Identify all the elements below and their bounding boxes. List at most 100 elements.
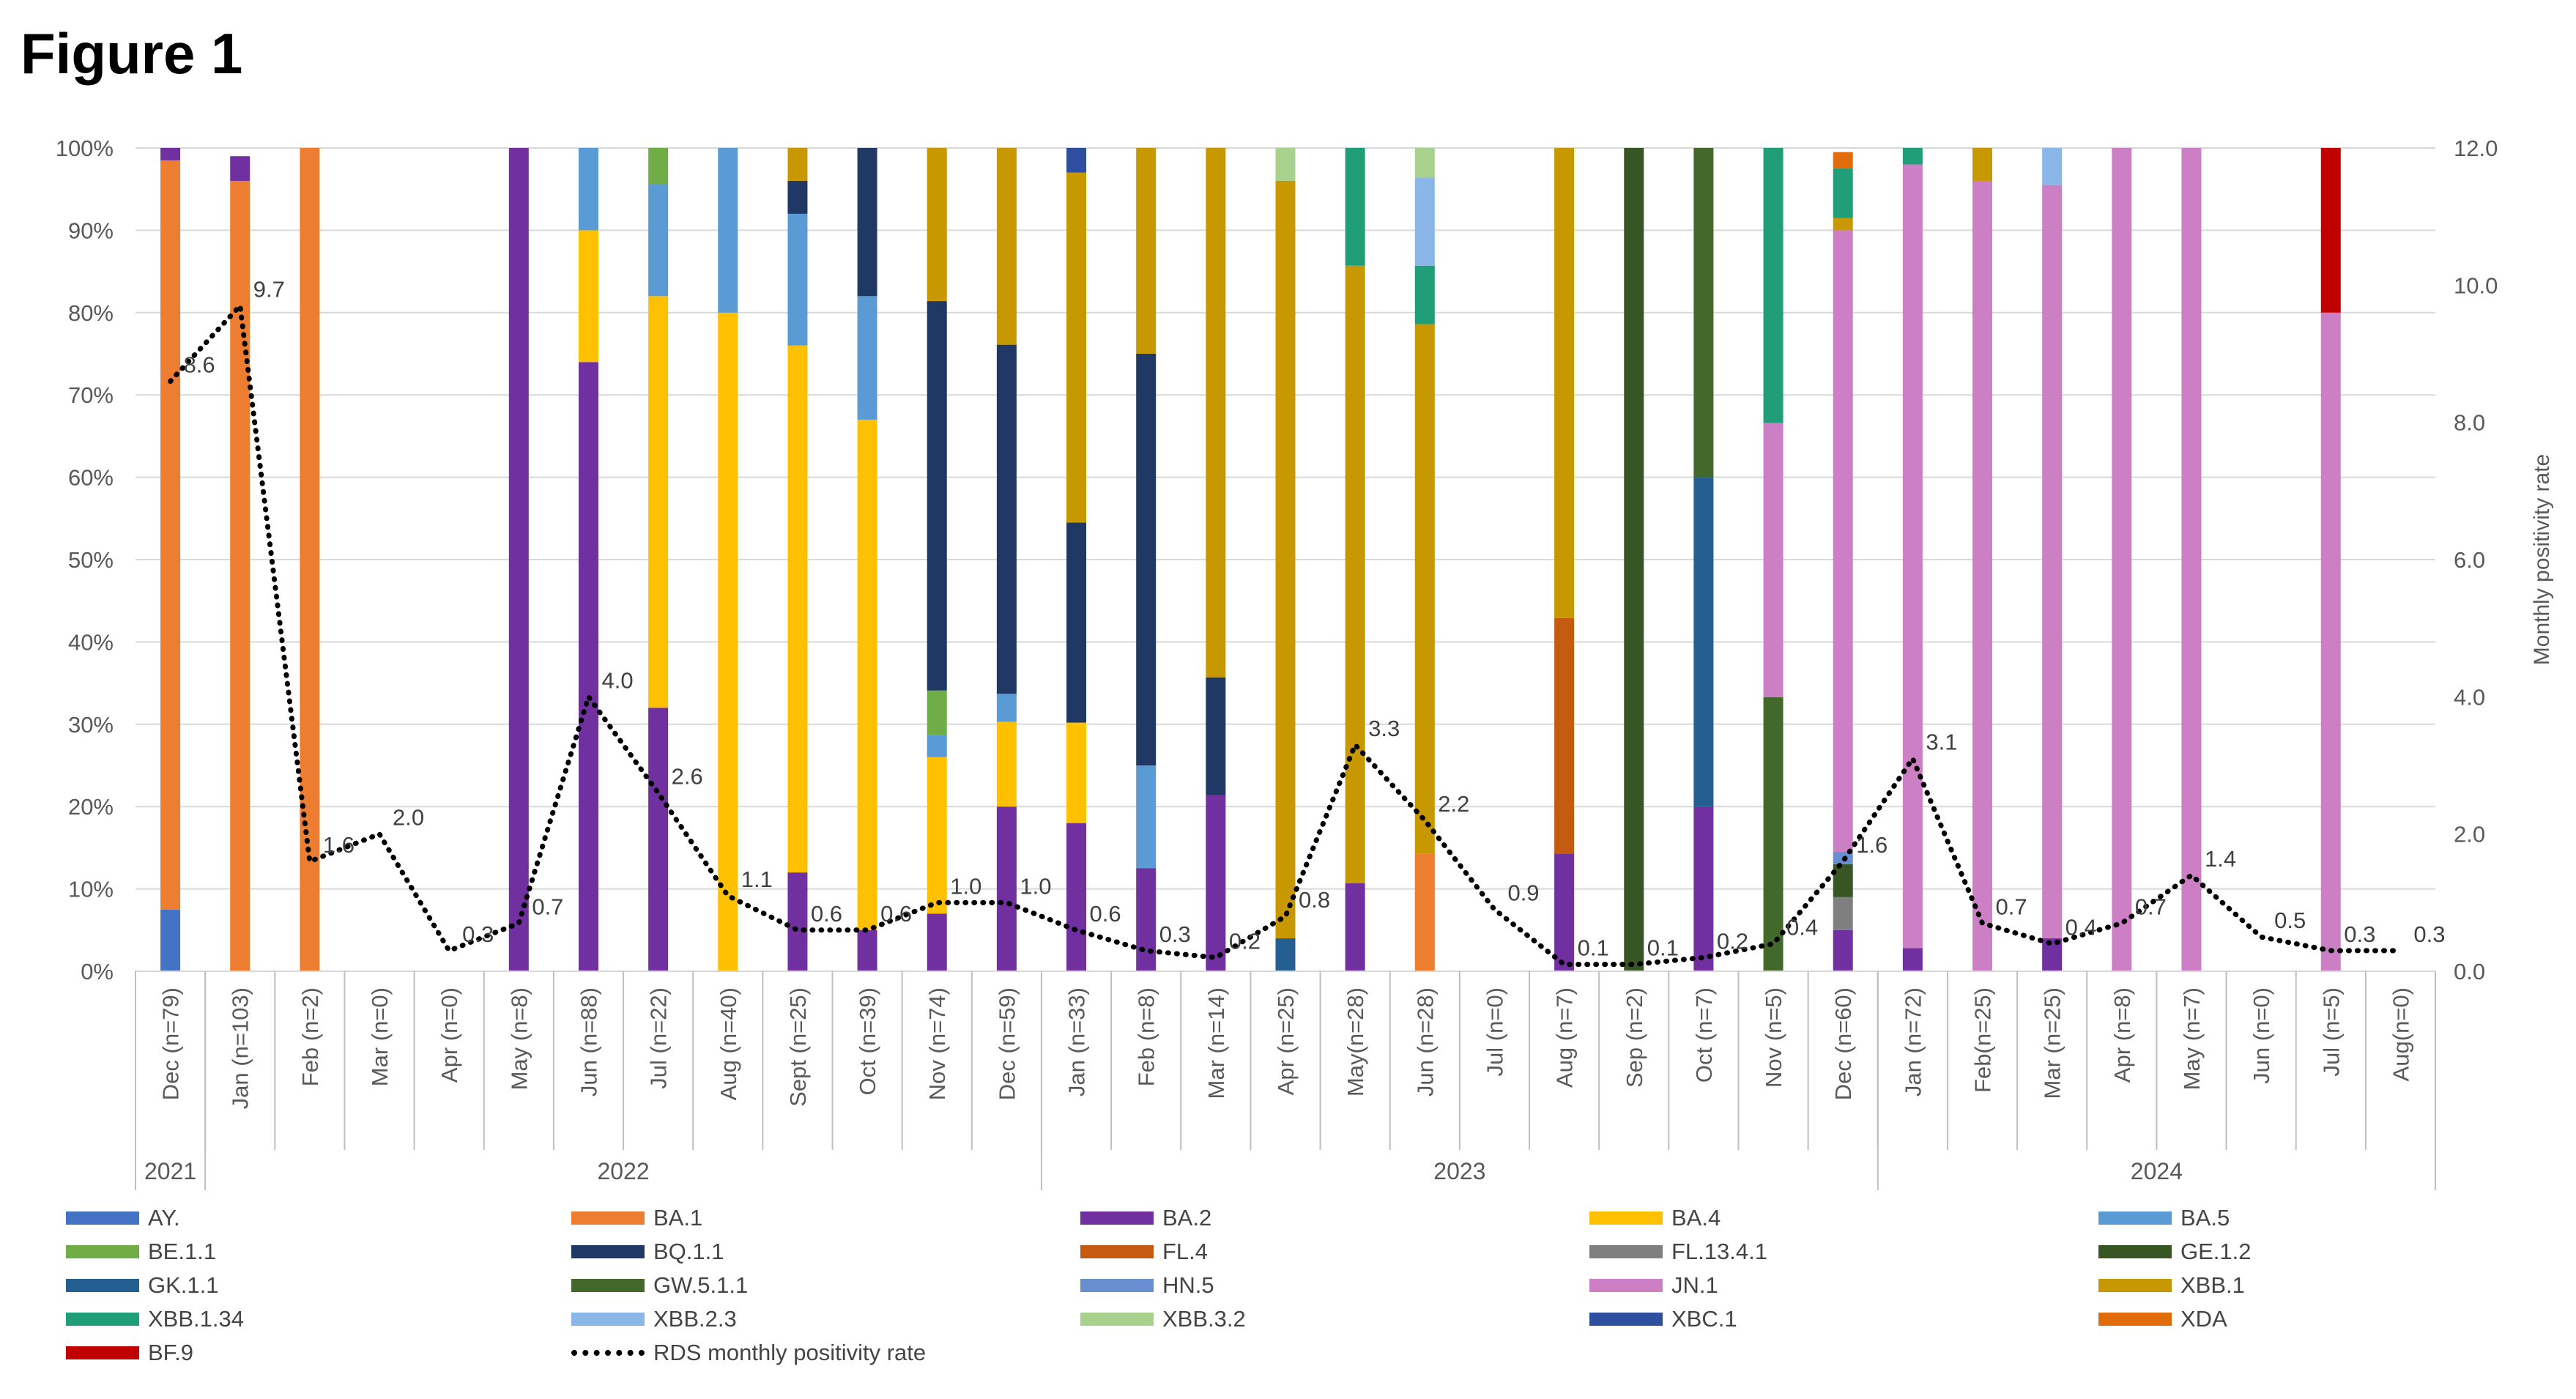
x-tick-label: May (n=7) bbox=[2179, 987, 2205, 1090]
positivity-data-label: 4.0 bbox=[601, 667, 633, 693]
legend-item: XBB.1 bbox=[2098, 1269, 2245, 1302]
legend-label: BQ.1.1 bbox=[653, 1239, 724, 1264]
positivity-data-label: 1.6 bbox=[323, 832, 355, 858]
bar-segment-ba-4 bbox=[578, 230, 598, 363]
bar-segment-jn-1 bbox=[2320, 312, 2341, 971]
positivity-data-label: 9.7 bbox=[253, 276, 285, 302]
legend-item: BA.2 bbox=[1080, 1201, 1211, 1235]
bar-segment-bq-1-1 bbox=[1136, 354, 1157, 765]
positivity-data-label: 1.4 bbox=[2205, 846, 2236, 872]
y-right-tick-label: 4.0 bbox=[2454, 684, 2485, 710]
bar-segment-ba-2 bbox=[160, 148, 181, 160]
positivity-data-label: 0.6 bbox=[811, 901, 842, 927]
legend-label: BA.5 bbox=[2180, 1205, 2230, 1231]
legend-item: HN.5 bbox=[1080, 1269, 1214, 1302]
x-tick-label: Jan (n=33) bbox=[1064, 987, 1090, 1096]
bar-segment-ba-5 bbox=[787, 213, 808, 346]
legend-label: FL.4 bbox=[1162, 1239, 1209, 1264]
positivity-data-label: 0.7 bbox=[1996, 894, 2027, 919]
bar-segment-jn-1 bbox=[2112, 148, 2132, 971]
x-tick-label: Nov (n=5) bbox=[1761, 987, 1786, 1088]
year-label: 2023 bbox=[1433, 1158, 1485, 1184]
x-tick-label: Feb(n=25) bbox=[1970, 987, 1996, 1093]
bar-segment-xbc-1 bbox=[1066, 148, 1087, 173]
legend-swatch bbox=[1589, 1279, 1663, 1292]
x-tick-label: Sep (n=2) bbox=[1622, 987, 1647, 1088]
bar-segment-xda bbox=[1833, 152, 1853, 169]
positivity-data-label: 0.4 bbox=[2065, 915, 2097, 940]
bar-segment-xbb-1 bbox=[927, 148, 947, 302]
positivity-data-label: 0.6 bbox=[1090, 901, 1121, 927]
bar-segment-ba-4 bbox=[787, 345, 808, 873]
bar-segment-ba-4 bbox=[718, 312, 738, 971]
legend-item: BF.9 bbox=[66, 1336, 193, 1370]
legend-label: BA.4 bbox=[1671, 1205, 1721, 1231]
bar-segment-ba-2 bbox=[857, 929, 877, 971]
legend-swatch bbox=[571, 1350, 645, 1356]
bar-segment-xbb-1-34 bbox=[1902, 148, 1923, 165]
y-left-tick-label: 60% bbox=[68, 465, 114, 491]
legend-swatch bbox=[571, 1279, 645, 1292]
bar-segment-gk-1-1 bbox=[1693, 477, 1714, 807]
bar-segment-xbb-1 bbox=[1833, 218, 1853, 231]
x-tick-label: May (n=8) bbox=[506, 987, 532, 1090]
legend-label: XBC.1 bbox=[1671, 1306, 1737, 1332]
positivity-data-label: 2.0 bbox=[393, 805, 424, 831]
bar-segment-ba-5 bbox=[648, 184, 669, 297]
positivity-data-label: 0.2 bbox=[1717, 928, 1748, 954]
x-tick-label: Aug(n=0) bbox=[2388, 987, 2413, 1081]
bar-segment-xbb-1 bbox=[1206, 148, 1226, 678]
y-right-tick-label: 10.0 bbox=[2454, 272, 2498, 298]
bar-segment-ge-1-2 bbox=[1624, 148, 1644, 971]
legend-swatch bbox=[66, 1211, 139, 1225]
bar-segment-ba-2 bbox=[230, 156, 250, 181]
legend-swatch bbox=[2098, 1313, 2172, 1326]
bar-segment-fl-4 bbox=[1554, 617, 1575, 854]
y-right-tick-label: 2.0 bbox=[2454, 822, 2485, 847]
y-right-tick-label: 0.0 bbox=[2454, 959, 2485, 984]
positivity-data-label: 3.3 bbox=[1368, 716, 1400, 741]
x-tick-label: Mar (n=0) bbox=[367, 987, 393, 1086]
bar-segment-xbb-1 bbox=[1136, 148, 1157, 354]
bar-segment-bf-9 bbox=[2320, 148, 2341, 313]
bar-segment-ba-5 bbox=[927, 735, 947, 757]
positivity-data-label: 3.1 bbox=[1926, 730, 1957, 755]
legend-label: BF.9 bbox=[148, 1340, 194, 1365]
positivity-data-label: 0.3 bbox=[462, 921, 494, 947]
bar-segment-ba-2 bbox=[1066, 823, 1087, 971]
positivity-data-label: 0.1 bbox=[1578, 935, 1609, 961]
bar-segment-jn-1 bbox=[1902, 164, 1923, 949]
bar-segment-ba-2 bbox=[1554, 853, 1575, 971]
bar-segment-xbb-1 bbox=[996, 148, 1017, 345]
y-left-tick-label: 30% bbox=[68, 712, 114, 738]
bar-segment-ba-2 bbox=[1136, 868, 1157, 971]
positivity-data-label: 0.3 bbox=[1159, 921, 1191, 947]
legend-swatch bbox=[66, 1245, 139, 1258]
x-tick-label: Dec (n=59) bbox=[994, 987, 1020, 1100]
legend-label: XBB.1 bbox=[2180, 1272, 2245, 1298]
bar-segment-ba-4 bbox=[857, 419, 877, 930]
legend-swatch bbox=[1589, 1245, 1663, 1258]
bar-segment-xbb-1 bbox=[1066, 172, 1087, 523]
bar-segment-ba-2 bbox=[1833, 929, 1853, 971]
legend-label: GK.1.1 bbox=[148, 1272, 219, 1298]
y-left-tick-label: 70% bbox=[68, 382, 114, 408]
stacked-bar-chart: 0% 10% 20% 30% 40% 50% 60% 70% 80% 90% 100% 0.0 2.0 4… bbox=[56, 136, 2554, 1190]
bar-segment-be-1-1 bbox=[927, 690, 947, 735]
positivity-data-label: 0.4 bbox=[1786, 915, 1818, 940]
legend-swatch bbox=[571, 1313, 645, 1326]
legend-item: BA.5 bbox=[2098, 1201, 2230, 1235]
bar-segment-bq-1-1 bbox=[996, 344, 1017, 694]
legend-swatch bbox=[66, 1313, 139, 1326]
bar-segment-ba-1 bbox=[1414, 853, 1435, 971]
y-left-tick-label: 10% bbox=[68, 877, 114, 902]
legend-item: FL.13.4.1 bbox=[1589, 1235, 1767, 1269]
bar-segment-ba-2 bbox=[1345, 883, 1365, 971]
x-tick-label: Feb (n=8) bbox=[1134, 987, 1159, 1086]
x-tick-label: Jul (n=5) bbox=[2318, 987, 2344, 1076]
bar-segment-be-1-1 bbox=[648, 148, 669, 185]
bar-segment-ba-2 bbox=[508, 148, 529, 971]
positivity-data-label: 1.1 bbox=[741, 867, 773, 892]
x-tick-label: Jun (n=28) bbox=[1412, 987, 1438, 1096]
x-tick-label: Jan (n=103) bbox=[228, 987, 253, 1109]
